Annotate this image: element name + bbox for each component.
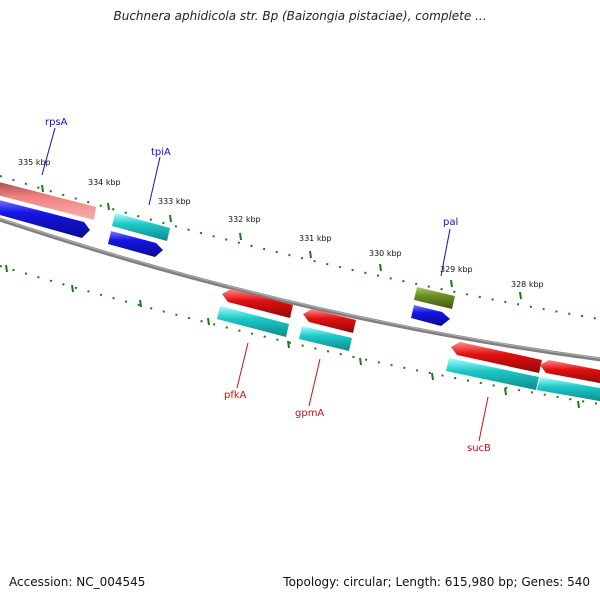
tick-label-329: 329 kbp (440, 265, 473, 274)
gene-label-gpmA[interactable]: gpmA (295, 408, 324, 419)
feature-red-sucB[interactable] (451, 342, 542, 373)
accession-label: Accession: NC_004545 (9, 575, 146, 589)
feature-cyan-right[interactable] (537, 377, 600, 402)
gene-label-sucB[interactable]: sucB (467, 443, 491, 454)
feature-cyan-pfkA[interactable] (217, 306, 289, 337)
gene-label-rpsA[interactable]: rpsA (45, 117, 68, 128)
map-title: Buchnera aphidicola str. Bp (Baizongia p… (113, 9, 487, 23)
upper-major-ticks (41, 184, 522, 300)
feature-blue-pal[interactable] (411, 305, 450, 326)
tick-label-332: 332 kbp (228, 215, 261, 224)
feature-olive-pal[interactable] (414, 287, 455, 309)
backbone-line (0, 217, 600, 362)
gene-label-pal[interactable]: pal (443, 217, 458, 228)
feature-pink[interactable] (0, 181, 96, 220)
feature-blue-left[interactable] (0, 199, 90, 238)
feature-cyan-sucB[interactable] (446, 358, 539, 390)
backbone-highlight (0, 218, 600, 359)
gene-label-pfkA[interactable]: pfkA (224, 390, 247, 401)
tick-label-333: 333 kbp (158, 197, 191, 206)
tick-label-335: 335 kbp (18, 158, 51, 167)
upper-dotted-track (0, 175, 600, 321)
feature-red-gpmA[interactable] (303, 309, 356, 333)
feature-red-right[interactable] (540, 360, 600, 384)
feature-cyan-tpiA[interactable] (112, 213, 170, 241)
feature-red-pfkA[interactable] (222, 289, 293, 318)
lower-major-ticks (5, 264, 580, 409)
tick-label-328: 328 kbp (511, 280, 544, 289)
leader-lines (41, 127, 489, 442)
genome-stats: Topology: circular; Length: 615,980 bp; … (283, 575, 590, 589)
tick-label-334: 334 kbp (88, 178, 121, 187)
tick-label-330: 330 kbp (369, 249, 402, 258)
gene-label-tpiA[interactable]: tpiA (151, 147, 171, 158)
lower-dotted-track (0, 265, 600, 406)
tick-label-331: 331 kbp (299, 234, 332, 243)
feature-blue-tpiA[interactable] (108, 231, 163, 257)
feature-cyan-gpmA[interactable] (299, 326, 352, 351)
